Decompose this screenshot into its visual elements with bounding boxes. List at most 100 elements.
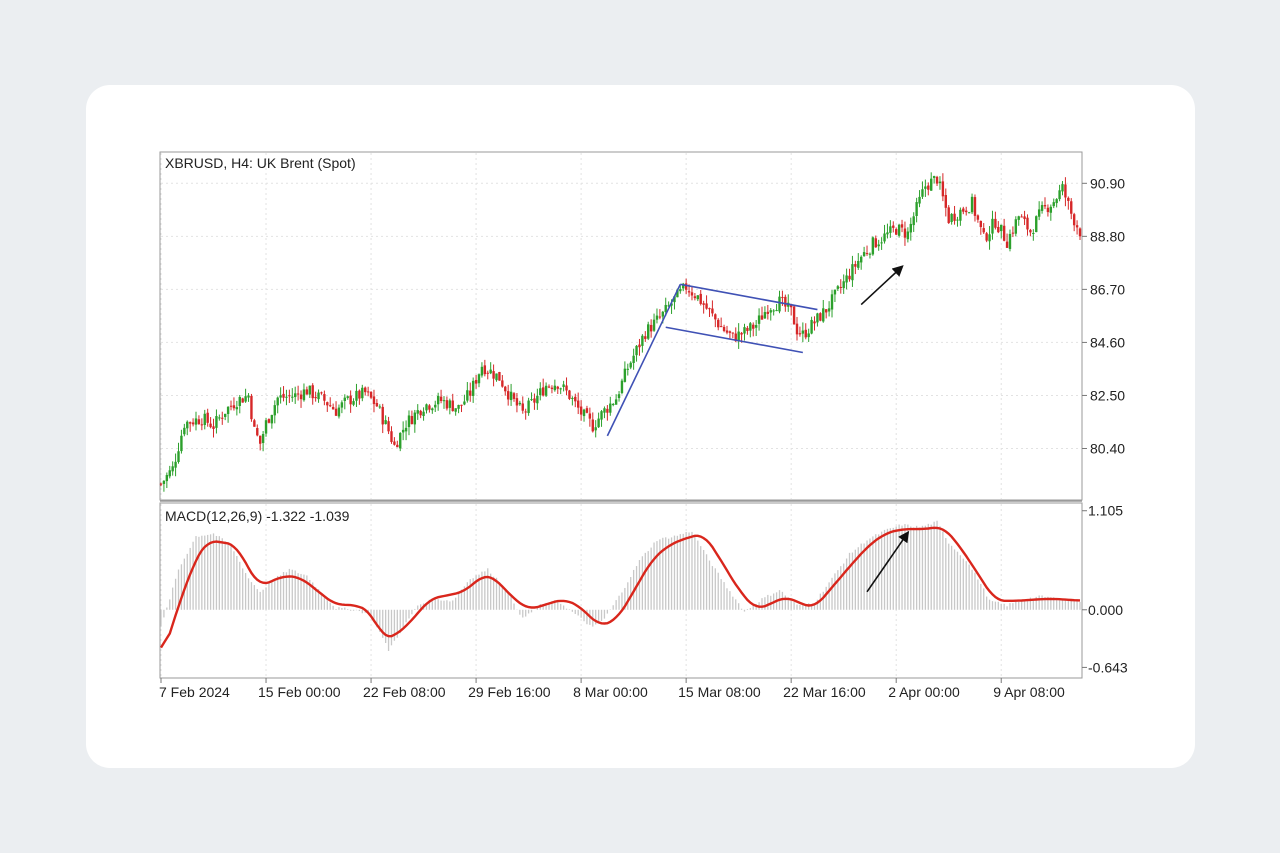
candle xyxy=(991,210,994,240)
macd-tick-label: 1.105 xyxy=(1088,503,1123,519)
candle xyxy=(947,205,950,224)
candle xyxy=(711,300,714,317)
candle xyxy=(460,404,463,413)
candle xyxy=(445,396,449,411)
candle xyxy=(714,313,717,328)
candle xyxy=(588,407,592,427)
candle xyxy=(337,404,341,419)
candle xyxy=(921,181,924,199)
candle xyxy=(171,461,174,476)
candle xyxy=(393,437,396,446)
candle xyxy=(571,396,574,406)
candle xyxy=(562,380,565,392)
candle xyxy=(644,331,647,342)
candle xyxy=(375,399,379,408)
candle xyxy=(270,414,274,429)
candle xyxy=(410,410,414,425)
candle xyxy=(501,375,504,388)
candle xyxy=(1035,215,1038,233)
candle xyxy=(165,472,169,489)
candle xyxy=(953,205,956,225)
candle xyxy=(194,411,198,431)
candle xyxy=(807,328,810,342)
candle xyxy=(795,316,799,341)
candle xyxy=(401,421,405,441)
candle xyxy=(725,325,729,335)
candle xyxy=(541,378,545,397)
candle xyxy=(334,401,338,417)
price-tick-label: 84.60 xyxy=(1090,334,1125,350)
candle xyxy=(340,400,344,414)
candle xyxy=(994,211,997,230)
candle xyxy=(597,412,600,428)
candle xyxy=(944,188,947,217)
candle xyxy=(273,400,276,424)
candle xyxy=(168,465,171,479)
time-tick-label: 7 Feb 2024 xyxy=(159,684,230,700)
macd-histogram-series xyxy=(160,520,1081,651)
candle xyxy=(454,408,457,416)
candle xyxy=(527,397,530,416)
candle xyxy=(868,252,872,259)
candle xyxy=(935,175,939,186)
candle xyxy=(614,394,618,405)
time-tick-label: 22 Mar 16:00 xyxy=(783,684,866,700)
candle xyxy=(635,345,638,362)
chart-card: 90.90 88.80 86.70 84.60 82.50 80.40 1.105 0.00… xyxy=(86,85,1195,768)
time-tick-label: 15 Mar 08:00 xyxy=(678,684,761,700)
macd-tick-label: 0.000 xyxy=(1088,602,1123,618)
candle xyxy=(801,322,805,343)
candle xyxy=(956,216,959,227)
candle xyxy=(448,398,452,415)
candle xyxy=(830,290,834,318)
candle xyxy=(1026,214,1029,236)
flag-upper-line xyxy=(680,283,818,311)
candle xyxy=(717,318,720,331)
candle xyxy=(311,383,314,405)
candle xyxy=(244,388,247,403)
candle xyxy=(851,255,854,287)
candle xyxy=(223,413,227,421)
candle xyxy=(576,392,580,415)
candle xyxy=(766,304,770,320)
candle xyxy=(845,268,848,290)
candle xyxy=(927,182,930,196)
candle xyxy=(197,415,201,425)
candle xyxy=(1067,196,1070,210)
candle xyxy=(381,403,384,434)
candle xyxy=(655,308,659,324)
candle xyxy=(495,373,498,382)
candle xyxy=(267,418,271,424)
candle xyxy=(343,394,346,410)
candle xyxy=(253,418,256,427)
chart-svg: 90.90 88.80 86.70 84.60 82.50 80.40 1.105 0.00… xyxy=(159,151,1128,700)
candle xyxy=(877,239,880,251)
macd-panel-frame xyxy=(159,502,1083,679)
candle xyxy=(296,385,300,401)
candle xyxy=(638,338,641,356)
candle xyxy=(489,362,492,375)
candle xyxy=(822,299,825,323)
candle xyxy=(886,223,889,239)
candle xyxy=(186,420,189,436)
candle xyxy=(188,421,192,432)
candle xyxy=(743,323,746,341)
candle xyxy=(559,387,562,395)
candle xyxy=(317,389,320,403)
candle xyxy=(857,253,860,270)
candle xyxy=(279,387,282,404)
candle xyxy=(909,217,912,241)
candle xyxy=(1049,204,1053,221)
candle xyxy=(177,442,180,464)
candle xyxy=(174,453,177,477)
candle xyxy=(258,435,262,451)
candle xyxy=(1043,197,1047,210)
price-chart-title: XBRUSD, H4: UK Brent (Spot) xyxy=(165,155,356,171)
candle xyxy=(950,213,953,225)
candle xyxy=(836,284,840,292)
candle xyxy=(813,316,816,331)
candle xyxy=(369,391,373,399)
candle xyxy=(760,306,764,320)
time-axis: 7 Feb 2024 15 Feb 00:00 22 Feb 08:00 29 Feb… xyxy=(159,678,1065,700)
candle xyxy=(203,409,206,430)
